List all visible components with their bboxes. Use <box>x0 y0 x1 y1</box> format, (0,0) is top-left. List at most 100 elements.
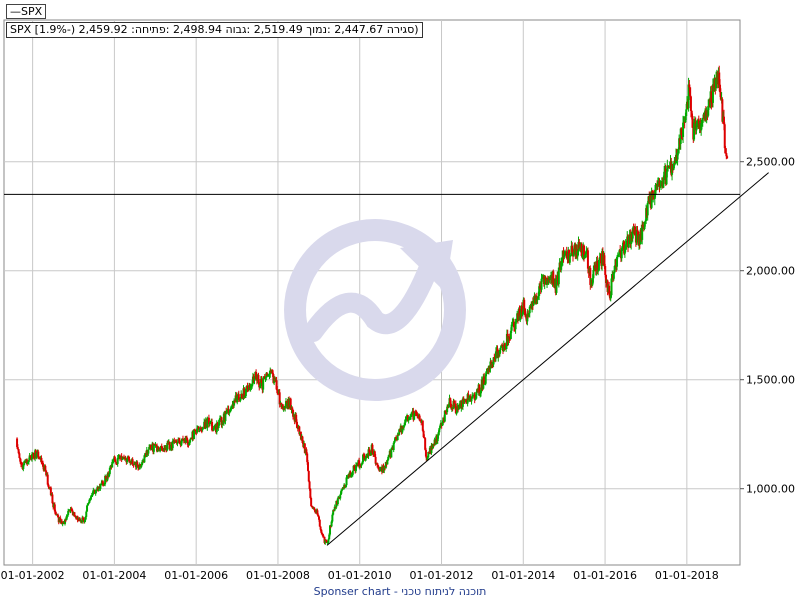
candle <box>643 221 646 231</box>
candle <box>402 424 405 431</box>
candle <box>309 488 312 500</box>
candle <box>446 404 449 415</box>
candle <box>568 253 571 266</box>
candle <box>218 415 221 422</box>
candle <box>85 510 88 520</box>
candle <box>114 456 117 463</box>
candle <box>310 496 313 507</box>
candle <box>32 452 35 459</box>
candle <box>726 154 729 159</box>
watermark-ring-icon <box>284 219 466 401</box>
candle <box>410 412 413 418</box>
y-tick-label: 2,000.00 <box>746 265 795 278</box>
candle <box>710 85 713 110</box>
candle <box>317 513 320 518</box>
candle <box>658 178 661 193</box>
candle <box>339 493 342 501</box>
candle <box>295 419 298 429</box>
candle <box>264 377 267 382</box>
candle <box>120 453 123 463</box>
candle <box>76 515 79 523</box>
candle <box>540 273 543 293</box>
candle <box>176 442 179 447</box>
candle <box>46 472 49 486</box>
candle <box>576 250 579 261</box>
candle <box>124 455 127 461</box>
x-tick-label: 01-01-2002 <box>1 569 65 582</box>
candle <box>390 447 393 458</box>
candle <box>671 161 674 181</box>
candle <box>306 459 309 472</box>
candle <box>413 410 416 417</box>
candle <box>627 236 630 249</box>
watermark-arrow-icon <box>303 255 440 342</box>
candle <box>141 460 144 466</box>
candle <box>724 145 727 154</box>
candle <box>248 383 251 391</box>
candle <box>240 393 243 399</box>
candle <box>255 369 258 380</box>
candle <box>490 359 493 369</box>
candle <box>682 115 685 144</box>
candle <box>508 333 511 344</box>
candle <box>589 265 592 290</box>
candle <box>392 441 395 453</box>
support-trend-line[interactable] <box>326 172 769 546</box>
series-legend[interactable]: —SPX <box>6 4 47 19</box>
candle <box>229 405 232 412</box>
candle <box>422 429 425 439</box>
candle <box>582 244 585 262</box>
candle <box>351 470 354 477</box>
y-tick-label: 1,500.00 <box>746 374 795 387</box>
x-tick-label: 01-01-2012 <box>410 569 474 582</box>
candle <box>569 254 572 257</box>
candle <box>695 120 698 135</box>
candle <box>111 459 114 468</box>
candle <box>228 409 231 417</box>
x-axis: 01-01-2002 01-01-2004 01-01-2006 01-01-2008… <box>1 569 719 582</box>
candle <box>106 472 109 482</box>
candle <box>226 409 229 415</box>
x-tick-label: 01-01-2014 <box>491 569 555 582</box>
candle <box>73 512 76 517</box>
candle <box>373 450 376 458</box>
candle <box>131 457 134 466</box>
x-tick-label: 01-01-2018 <box>655 569 719 582</box>
candle <box>166 440 169 452</box>
watermark <box>284 219 466 401</box>
candle <box>78 517 81 522</box>
candle <box>354 462 357 473</box>
candle <box>137 464 140 471</box>
candle <box>218 419 221 429</box>
candle <box>502 340 505 352</box>
candle <box>197 426 200 433</box>
candle <box>700 119 703 136</box>
candle <box>28 453 31 461</box>
candle <box>608 281 611 297</box>
candle <box>213 424 216 430</box>
candle <box>421 420 424 433</box>
candle <box>423 434 426 439</box>
candle <box>571 242 574 255</box>
candle <box>492 357 495 367</box>
x-tick-label: 01-01-2006 <box>164 569 228 582</box>
candle <box>249 383 252 392</box>
candle <box>258 378 261 391</box>
candle <box>635 226 638 245</box>
y-tick-label: 1,000.00 <box>746 483 795 496</box>
candle <box>719 88 722 101</box>
candle <box>597 258 600 271</box>
candle <box>641 220 644 245</box>
candlesticks <box>16 65 729 545</box>
sponsor-footer[interactable]: Sponser chart - תוכנה לניתוח טכני <box>313 585 487 598</box>
candle <box>196 425 199 434</box>
candle <box>84 516 87 523</box>
candle <box>526 309 529 326</box>
candle <box>112 456 115 464</box>
candle <box>307 470 310 483</box>
candle <box>19 458 22 468</box>
x-tick-label: 01-01-2004 <box>82 569 146 582</box>
candle <box>654 182 657 198</box>
candle <box>345 475 348 488</box>
candle <box>155 444 158 446</box>
